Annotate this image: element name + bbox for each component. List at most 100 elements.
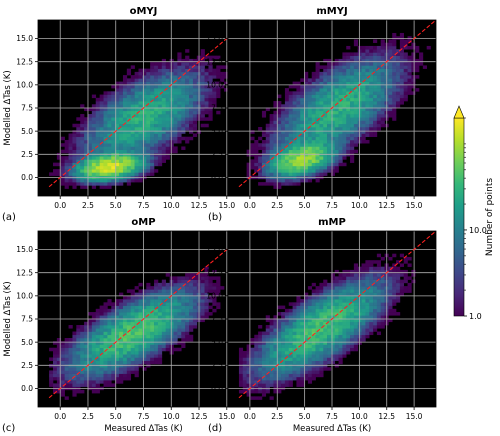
heatmap-bin [146, 286, 151, 290]
heatmap-bin [323, 120, 328, 125]
heatmap-bin [296, 347, 301, 352]
heatmap-bin [361, 328, 366, 332]
heatmap-bin [250, 162, 255, 167]
heatmap-bin [250, 159, 255, 163]
heatmap-bin [134, 169, 139, 173]
heatmap-bin [350, 321, 355, 326]
heatmap-bin [254, 165, 259, 170]
heatmap-bin [330, 350, 336, 355]
heatmap-bin [327, 81, 332, 86]
heatmap-bin [346, 107, 351, 112]
heatmap-bin [126, 97, 132, 102]
heatmap-bin [269, 146, 274, 150]
heatmap-bin [111, 312, 116, 316]
heatmap-bin [304, 315, 309, 319]
heatmap-bin [134, 295, 139, 300]
heatmap-bin [392, 302, 397, 306]
heatmap-bin [311, 367, 316, 371]
heatmap-bin [157, 162, 163, 167]
heatmap-bin [311, 292, 316, 297]
heatmap-bin [323, 341, 328, 345]
heatmap-bin [304, 312, 309, 316]
heatmap-bin [95, 337, 100, 342]
heatmap-bin [315, 159, 320, 163]
heatmap-bin [350, 286, 355, 290]
heatmap-bin [107, 334, 112, 339]
heatmap-bin [56, 162, 62, 167]
heatmap-bin [319, 78, 324, 82]
x-axis-label: Measured ΔTas (K) [104, 424, 182, 434]
heatmap-bin [68, 156, 73, 160]
heatmap-bin [315, 308, 320, 313]
heatmap-bin [146, 146, 151, 150]
heatmap-bin [357, 94, 362, 99]
heatmap-bin [403, 273, 408, 277]
heatmap-bin [411, 269, 416, 274]
heatmap-bin [165, 292, 170, 297]
heatmap-bin [126, 299, 132, 303]
heatmap-bin [300, 360, 305, 365]
heatmap-bin [330, 318, 336, 323]
heatmap-bin [126, 88, 132, 92]
heatmap-bin [319, 159, 324, 163]
heatmap-bin [399, 55, 404, 60]
heatmap-bin [169, 136, 174, 141]
heatmap-bin [169, 295, 174, 300]
heatmap-bin [250, 357, 255, 361]
heatmap-bin [157, 143, 163, 147]
heatmap-bin [84, 169, 89, 173]
heatmap-bin [87, 347, 93, 352]
heatmap-bin [192, 84, 198, 89]
heatmap-bin [119, 94, 124, 99]
y-tick-label: 10.0 [206, 80, 223, 89]
heatmap-bin [365, 315, 370, 319]
heatmap-bin [315, 357, 320, 361]
heatmap-bin [122, 104, 128, 108]
heatmap-bin [138, 84, 143, 89]
heatmap-bin [76, 143, 81, 147]
heatmap-bin [173, 299, 178, 303]
heatmap-bin [334, 299, 339, 303]
heatmap-bin [350, 337, 355, 342]
heatmap-bin [327, 62, 332, 66]
x-tick-label: 2.5 [82, 201, 94, 210]
heatmap-bin [311, 347, 316, 352]
heatmap-bin [95, 373, 100, 378]
heatmap-bin [173, 120, 178, 125]
heatmap-bin [315, 373, 320, 378]
heatmap-bin [212, 292, 217, 297]
heatmap-bin [292, 308, 297, 313]
heatmap-bin [300, 110, 305, 115]
heatmap-bin [173, 302, 178, 306]
heatmap-bin [52, 360, 58, 365]
heatmap-bin [254, 383, 259, 387]
heatmap-bin [111, 328, 116, 332]
heatmap-bin [399, 273, 404, 277]
heatmap-bin [122, 318, 128, 323]
heatmap-bin [361, 334, 366, 339]
heatmap-bin [357, 308, 362, 313]
heatmap-bin [338, 91, 343, 95]
heatmap-bin [346, 302, 351, 306]
heatmap-bin [315, 68, 320, 73]
heatmap-bin [115, 159, 120, 163]
heatmap-bin [254, 370, 259, 374]
heatmap-bin [122, 149, 128, 154]
heatmap-bin [68, 360, 73, 365]
heatmap-bin [281, 126, 286, 131]
heatmap-bin [138, 344, 143, 349]
heatmap-bin [134, 159, 139, 163]
heatmap-bin [126, 344, 132, 349]
heatmap-bin [380, 107, 385, 112]
heatmap-bin [327, 84, 332, 89]
heatmap-bin [119, 299, 124, 303]
heatmap-bin [99, 169, 104, 173]
heatmap-bin [258, 325, 263, 329]
heatmap-bin [60, 370, 65, 374]
heatmap-bin [111, 94, 116, 99]
heatmap-bin [396, 55, 401, 60]
heatmap-bin [212, 75, 217, 79]
heatmap-bin [161, 117, 167, 121]
heatmap-bin [107, 114, 112, 118]
heatmap-bin [157, 321, 163, 326]
